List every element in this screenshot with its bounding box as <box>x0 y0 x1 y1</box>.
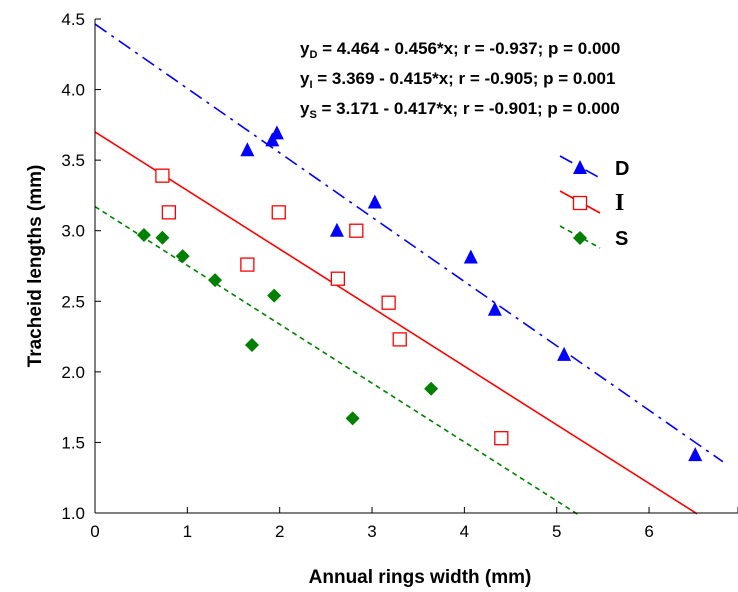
fit-line-d <box>94 23 724 463</box>
y-axis-title: Tracheid lengths (mm) <box>25 165 46 368</box>
x-tick-label: 1 <box>183 522 192 541</box>
data-point-i <box>392 332 407 347</box>
data-point-d <box>329 222 344 237</box>
axes <box>94 19 738 514</box>
plot-area <box>95 19 738 513</box>
equation-i: yI = 3.369 - 0.415*x; r = -0.905; p = 0.… <box>300 69 615 91</box>
legend-marker-i <box>572 195 588 211</box>
data-point-i <box>271 205 286 220</box>
y-tick-label: 4.5 <box>61 10 85 29</box>
data-point-i <box>330 271 346 286</box>
fit-lines <box>94 23 724 517</box>
x-tick-label: 5 <box>552 522 561 541</box>
data-point-i <box>494 431 509 446</box>
data-point-i <box>155 168 170 183</box>
data-point-s <box>267 288 282 303</box>
ticks: 0 1 2 3 4 5 6 1.0 1.5 2.0 2.5 3.0 3.5 4.0 4.5 <box>61 10 738 541</box>
x-tick-label: 4 <box>460 522 469 541</box>
data-point-s <box>136 227 151 242</box>
legend-label-s: S <box>615 228 628 250</box>
equation-d: yD = 4.464 - 0.456*x; r = -0.937; p = 0.… <box>300 39 620 61</box>
y-tick-label: 2.0 <box>61 363 85 382</box>
fit-line-s <box>94 205 581 517</box>
y-tick-label: 4.0 <box>61 81 85 100</box>
x-tick-label: 3 <box>367 522 376 541</box>
x-tick-label: 6 <box>644 522 653 541</box>
data-point-d <box>557 346 572 361</box>
x-tick-label: 0 <box>90 522 99 541</box>
data-point-s <box>424 381 439 396</box>
y-tick-label: 1.0 <box>61 504 85 523</box>
fit-line-i <box>94 131 698 515</box>
data-point-d <box>688 447 703 462</box>
x-tick-label: 2 <box>275 522 284 541</box>
data-point-s <box>345 411 360 426</box>
data-point-i <box>381 295 396 310</box>
data-point-d <box>487 301 502 316</box>
data-point-i <box>349 223 364 238</box>
data-point-d <box>240 142 255 157</box>
legend-marker-s <box>573 231 587 245</box>
y-tick-label: 3.5 <box>61 151 85 170</box>
data-point-i <box>240 257 255 272</box>
data-point-i <box>161 205 177 220</box>
data-point-d <box>265 132 280 147</box>
x-axis-title: Annual rings width (mm) <box>309 567 532 588</box>
data-point-s <box>175 249 190 264</box>
legend-label-i: I <box>615 190 624 216</box>
data-point-d <box>269 125 284 140</box>
y-tick-label: 2.5 <box>61 292 85 311</box>
data-markers <box>136 125 703 462</box>
data-point-s <box>155 230 170 245</box>
regression-equations: yD = 4.464 - 0.456*x; r = -0.937; p = 0.… <box>300 39 620 121</box>
legend-marker-d <box>573 160 587 174</box>
legend: DIS <box>559 155 629 250</box>
data-point-s <box>244 338 259 353</box>
data-point-d <box>367 194 382 209</box>
legend-label-d: D <box>615 158 629 180</box>
equation-s: yS = 3.171 - 0.417*x; r = -0.901; p = 0.… <box>300 99 620 121</box>
y-tick-label: 1.5 <box>61 433 85 452</box>
y-tick-label: 3.0 <box>61 222 85 241</box>
data-point-s <box>208 273 223 288</box>
data-point-d <box>463 249 478 264</box>
